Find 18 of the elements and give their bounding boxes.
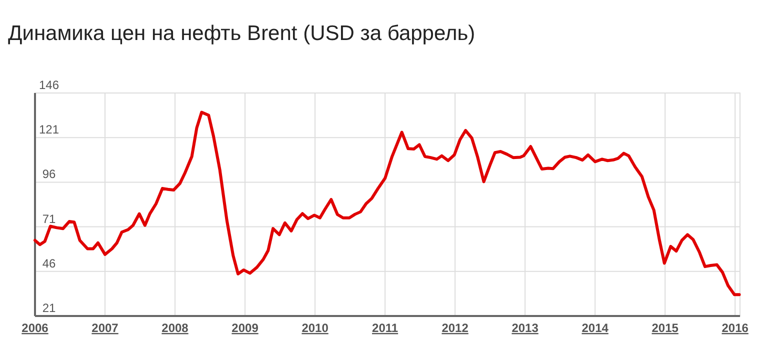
x-tick-label: 2014 [582,321,609,335]
x-tick-label: 2009 [232,321,259,335]
y-tick-label: 21 [42,301,56,315]
y-tick-label: 146 [38,78,60,92]
chart-title: Динамика цен на нефть Brent (USD за баррель) [8,22,476,45]
y-tick-label: 46 [42,256,56,270]
x-tick-label: 2007 [92,321,119,335]
x-tick-label: 2013 [512,321,539,335]
x-tick-label: 2011 [372,321,398,335]
x-tick-label: 2012 [442,321,469,335]
x-tick-label: 2008 [162,321,189,335]
x-tick-label: 2015 [652,321,679,335]
y-tick-label: 96 [42,167,56,182]
x-tick-label: 2006 [22,321,49,335]
x-tick-label: 2016 [722,321,749,335]
x-tick-label: 2010 [302,321,329,335]
y-tick-label: 121 [38,122,60,137]
y-tick-label: 71 [42,212,56,226]
